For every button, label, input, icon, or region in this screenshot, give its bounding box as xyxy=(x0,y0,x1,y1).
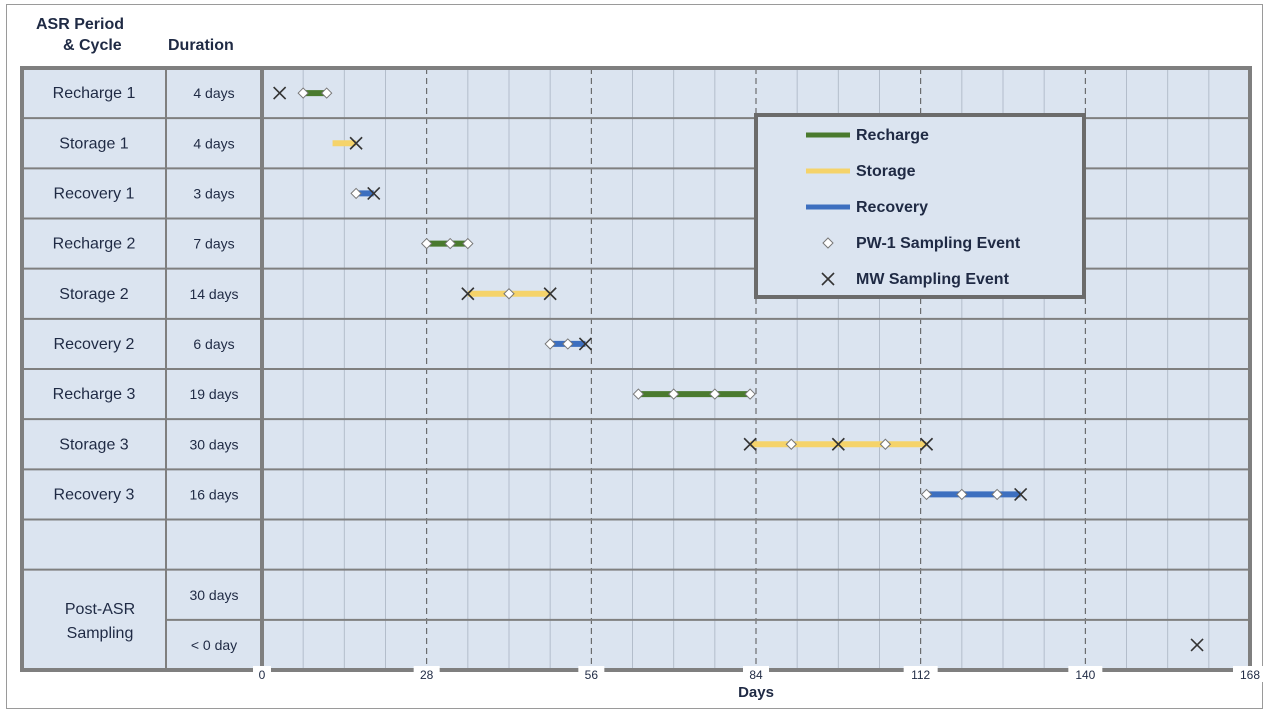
merged-row-label: Sampling xyxy=(67,625,134,642)
row-label: Storage 3 xyxy=(59,436,128,453)
mw-sampling-marker xyxy=(367,186,381,200)
duration-label: 3 days xyxy=(193,185,234,201)
tick-label-bg xyxy=(1068,666,1103,682)
merged-row-label: Post-ASR xyxy=(65,601,135,618)
row-label: Recovery 1 xyxy=(54,185,135,202)
duration-label: 4 days xyxy=(193,85,234,101)
pw1-sampling-marker xyxy=(920,488,933,501)
pw1-sampling-marker xyxy=(785,438,797,450)
x-tick-label: 168 xyxy=(1240,668,1260,682)
tick-label-bg xyxy=(253,666,271,682)
mw-sampling-marker xyxy=(743,437,757,451)
pw1-sampling-marker xyxy=(879,438,892,450)
pw1-sampling-marker xyxy=(632,388,645,400)
mw-sampling-marker xyxy=(578,337,593,351)
row-label: Recharge 1 xyxy=(53,85,136,102)
x-tick-label: 84 xyxy=(749,668,763,682)
mw-sampling-marker xyxy=(543,287,557,301)
table-border xyxy=(20,66,1252,672)
mw-sampling-marker xyxy=(349,136,363,150)
x-tick-label: 112 xyxy=(911,668,930,682)
legend-label: MW Sampling Event xyxy=(856,271,1010,288)
row-label: Recovery 3 xyxy=(54,486,135,503)
pw1-sampling-marker xyxy=(956,488,968,501)
row-label: Recovery 2 xyxy=(54,336,135,353)
pw1-sampling-marker xyxy=(420,237,433,250)
duration-label: 14 days xyxy=(189,286,238,302)
mw-sampling-marker xyxy=(919,437,934,451)
tick-label-bg xyxy=(413,666,440,682)
pw1-sampling-marker xyxy=(462,237,474,250)
row-label: Storage 2 xyxy=(59,286,128,303)
pw1-sampling-marker xyxy=(444,237,456,250)
legend-label: Recharge xyxy=(856,127,929,144)
pw1-sampling-marker xyxy=(297,87,309,99)
legend-mw-marker xyxy=(821,272,835,286)
legend-label: Storage xyxy=(856,163,916,180)
x-tick-label: 140 xyxy=(1075,668,1095,682)
duration-label: < 0 day xyxy=(191,637,237,653)
tick-label-bg xyxy=(903,666,938,682)
legend-label: PW-1 Sampling Event xyxy=(856,235,1021,252)
duration-label: 30 days xyxy=(189,436,238,452)
pw1-sampling-marker xyxy=(320,87,333,99)
duration-label: 4 days xyxy=(193,135,234,151)
pw1-sampling-marker xyxy=(667,388,680,400)
legend-label: Recovery xyxy=(856,199,928,216)
mw-sampling-marker xyxy=(461,287,475,301)
x-tick-label: 0 xyxy=(259,668,266,682)
pw1-sampling-marker xyxy=(744,388,756,400)
duration-label: 16 days xyxy=(189,486,238,502)
x-tick-label: 28 xyxy=(420,668,434,682)
row-label: Recharge 3 xyxy=(53,386,136,403)
pw1-sampling-marker xyxy=(562,338,574,350)
mw-sampling-marker xyxy=(1190,638,1204,652)
header-period-line1: ASR Period xyxy=(36,16,125,33)
mw-sampling-marker xyxy=(831,437,845,451)
header-period-line2: & Cycle xyxy=(63,37,122,54)
mw-sampling-marker xyxy=(273,86,287,100)
tick-label-bg xyxy=(578,666,605,682)
pw1-sampling-marker xyxy=(544,338,556,350)
duration-label: 6 days xyxy=(193,336,234,352)
pw1-sampling-marker xyxy=(350,187,362,200)
duration-label: 30 days xyxy=(189,587,238,603)
tick-label-bg xyxy=(743,666,769,682)
mw-sampling-marker xyxy=(1014,487,1028,501)
x-axis-label: Days xyxy=(738,684,774,701)
duration-label: 19 days xyxy=(189,386,238,402)
chart-frame xyxy=(6,4,1263,709)
duration-label: 7 days xyxy=(193,236,234,252)
row-label: Storage 1 xyxy=(59,135,128,152)
tick-label-bg xyxy=(1233,666,1267,682)
header-duration: Duration xyxy=(168,37,234,54)
legend-pw1-marker xyxy=(822,237,834,249)
pw1-sampling-marker xyxy=(709,388,721,400)
x-tick-label: 56 xyxy=(585,668,599,682)
row-label: Recharge 2 xyxy=(53,236,136,253)
pw1-sampling-marker xyxy=(503,288,515,300)
pw1-sampling-marker xyxy=(991,488,1003,501)
